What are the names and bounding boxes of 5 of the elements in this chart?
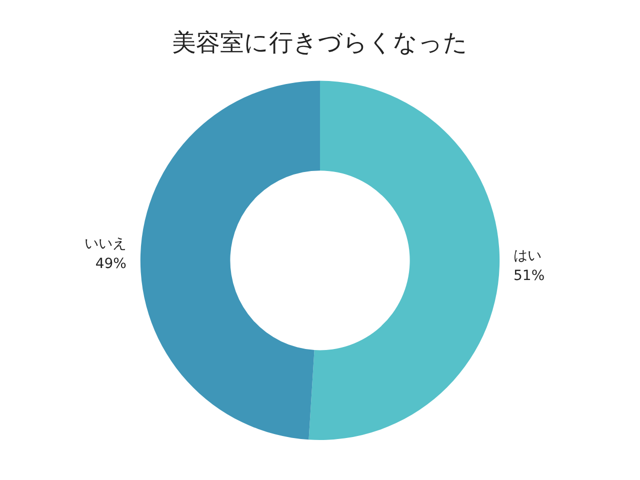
slice-label: いいえ bbox=[84, 236, 126, 252]
chart-title: 美容室に行きづらくなった bbox=[172, 28, 468, 57]
data-label: 49% bbox=[95, 256, 126, 272]
slice-label: はい bbox=[514, 248, 542, 264]
data-label: 51% bbox=[514, 268, 545, 284]
